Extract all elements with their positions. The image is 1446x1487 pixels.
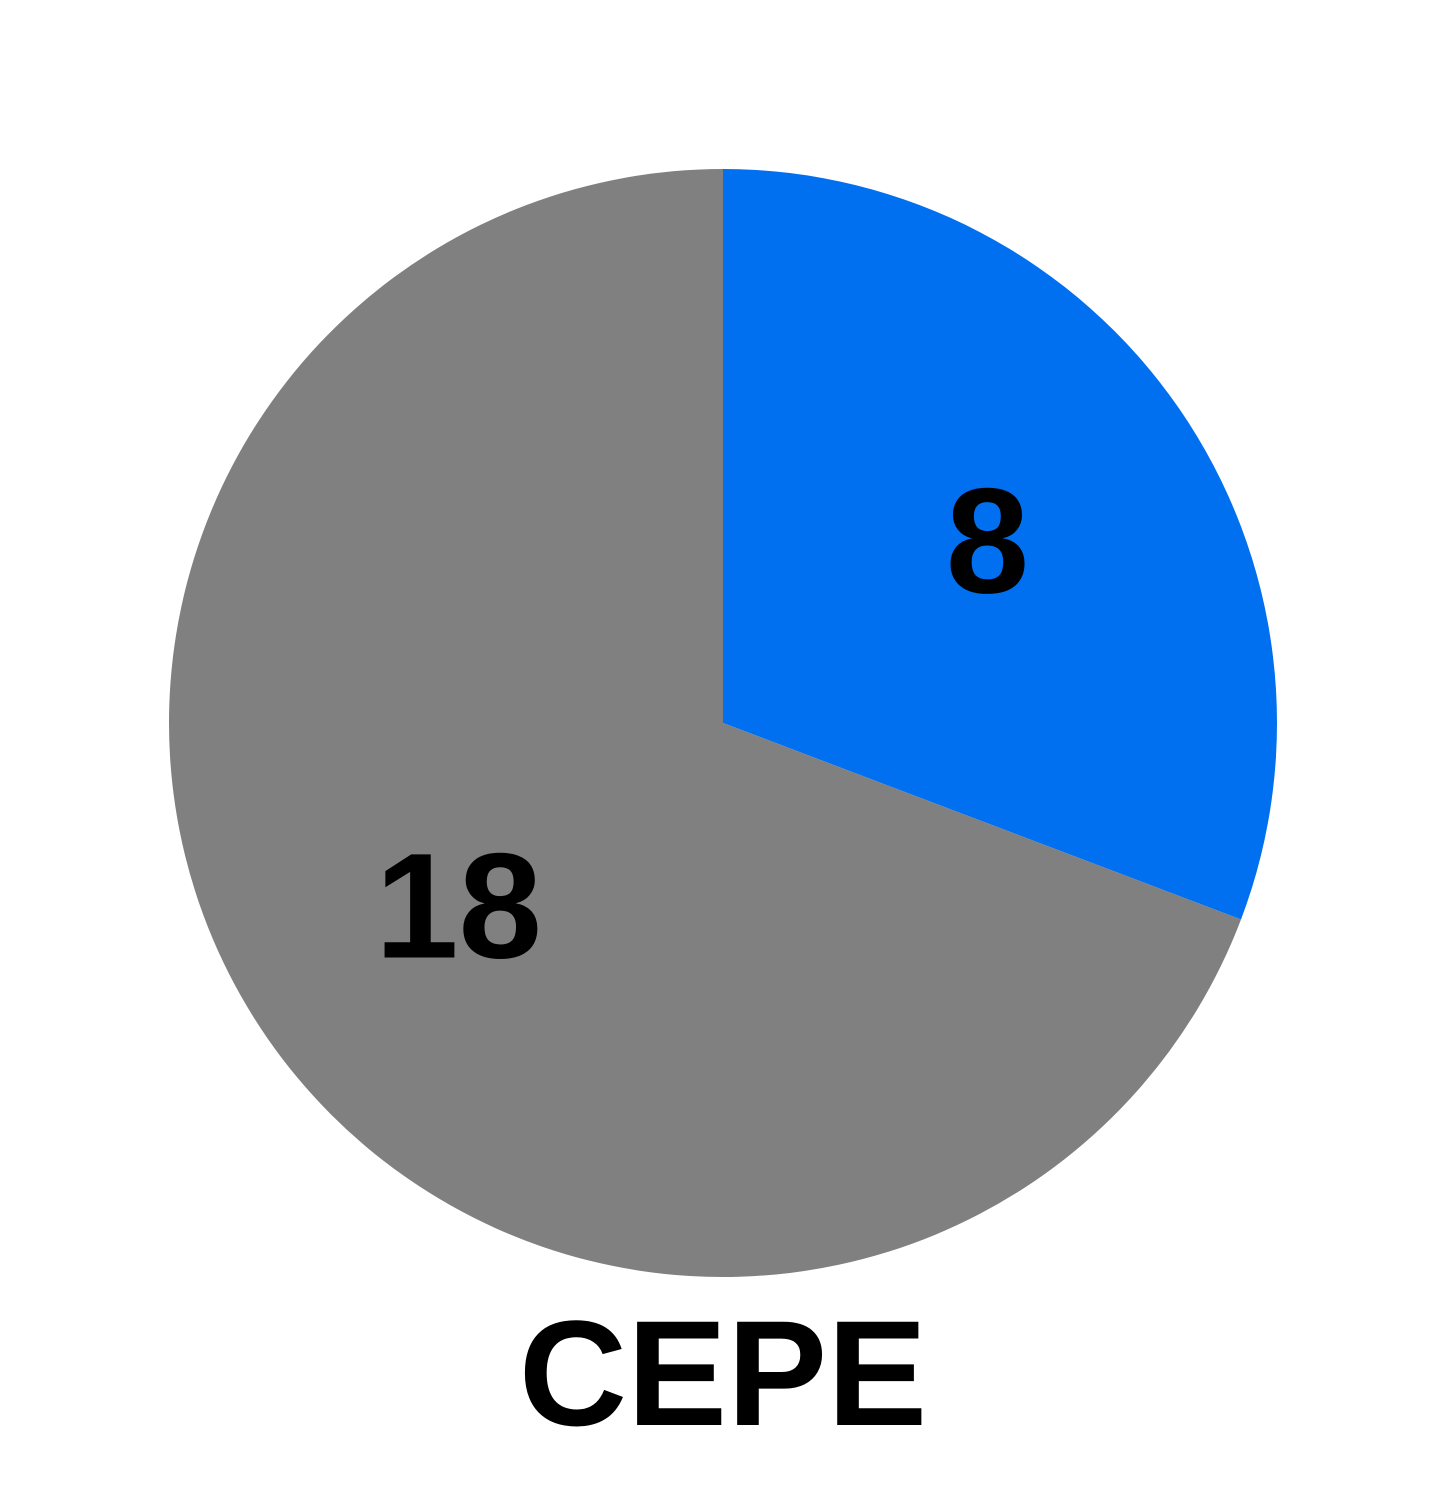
pie-labels: 8 18 [375, 456, 1029, 989]
pie-slice-label-0: 8 [946, 456, 1029, 624]
pie-slices [168, 169, 1277, 1277]
pie-slice-0 [723, 169, 1277, 920]
pie-slice-label-1: 18 [375, 822, 542, 990]
pie-slice-1 [168, 169, 1241, 1277]
chart-title: CEPE [519, 1289, 927, 1457]
